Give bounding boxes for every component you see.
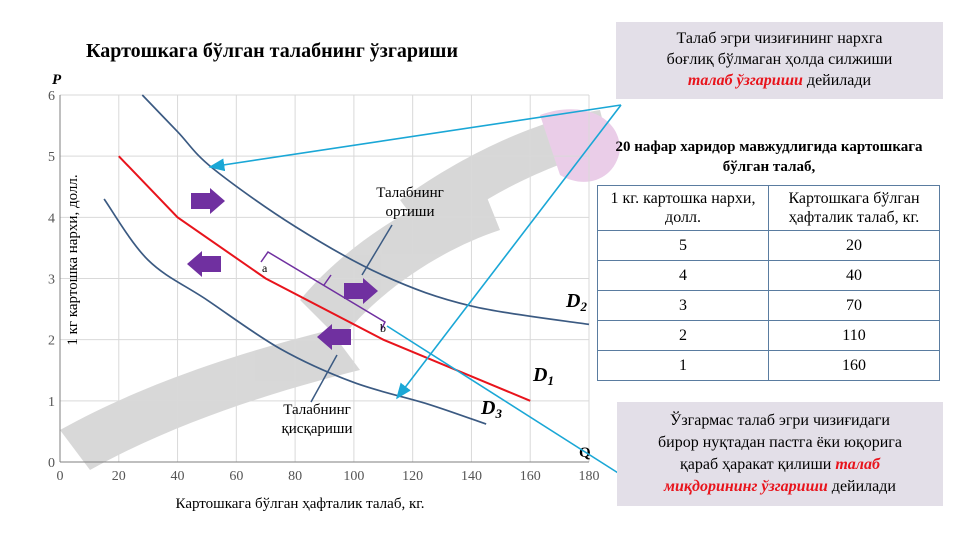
y-tick-label: 2	[48, 334, 55, 349]
annotation-increase-pointer	[361, 224, 393, 276]
x-tick-label: 40	[171, 469, 185, 484]
annotation-increase-line: ортиши	[386, 204, 435, 220]
annotation-decrease-line: Талабнинг	[283, 402, 351, 418]
table-title: 20 нафар харидор мавжудлигида картошкага…	[615, 139, 923, 175]
series-line-d3	[103, 198, 487, 425]
x-tick-label: 100	[343, 469, 364, 484]
table-row: 3 70	[597, 290, 940, 321]
connector-to-d1	[386, 325, 627, 479]
x-tick-label: 160	[520, 469, 541, 484]
x-tick-label: 0	[57, 469, 64, 484]
demand-cell: 40	[768, 260, 940, 291]
series-label-d2: D2	[565, 290, 587, 314]
table-row: 2 110	[597, 320, 940, 351]
shift-right-arrow	[344, 278, 378, 304]
definition-tail: дейилади	[802, 72, 872, 89]
header-price: 1 кг. картошка нархи, долл.	[597, 185, 769, 231]
annotation-increase: Талабнинг ортиши	[376, 185, 444, 220]
x-tick-label: 120	[402, 469, 423, 484]
x-tick-label: 180	[579, 469, 600, 484]
y-tick-label: 0	[48, 456, 55, 471]
table-header-row: 1 кг. картошка нархи, долл. Картошкага б…	[597, 185, 940, 231]
x-axis-letter: Q	[579, 445, 591, 461]
table-row: 1 160	[597, 350, 940, 381]
annotation-decrease-line: қисқариши	[281, 421, 352, 437]
y-axis-letter: P	[52, 72, 62, 88]
series-label-letter: D	[565, 290, 580, 312]
demand-cell: 20	[768, 230, 940, 261]
watermark-logo	[60, 109, 620, 470]
demand-change-definition: Талаб эгри чизиғининг нархга боғлиқ бўлм…	[616, 22, 943, 99]
price-cell: 3	[597, 290, 769, 321]
series-label-subscript: 3	[494, 406, 502, 421]
demand-cell: 110	[768, 320, 940, 351]
y-tick-label: 5	[48, 150, 55, 165]
demand-cell: 160	[768, 350, 940, 381]
qty-definition-tail: дейилади	[827, 478, 896, 495]
price-cell: 5	[597, 230, 769, 261]
y-tick-label: 6	[48, 89, 55, 104]
series-line-d2	[141, 94, 590, 326]
x-axis-label: Картошкага бўлган ҳафталик талаб, кг.	[176, 496, 425, 512]
y-tick-label: 4	[48, 211, 55, 226]
bracket-tick	[323, 274, 332, 286]
series-label-letter: D	[480, 397, 495, 419]
price-cell: 2	[597, 320, 769, 351]
qty-definition-highlight-1: талаб	[835, 456, 880, 473]
page-title: Картошкага бўлган талабнинг ўзгариши	[86, 40, 458, 62]
series-label-d3: D3	[480, 397, 502, 421]
definition-highlight: талаб ўзгариши	[687, 72, 803, 89]
shift-right-arrow	[191, 188, 225, 214]
annotation-decrease: Талабнинг қисқариши	[281, 402, 352, 437]
y-axis-label: 1 кг картошка нархи, долл.	[65, 174, 81, 345]
table-row: 4 40	[597, 260, 940, 291]
series-line-d1	[118, 155, 531, 402]
annotation-decrease-pointer	[310, 354, 338, 403]
y-tick-label: 3	[48, 273, 55, 288]
series-label-letter: D	[532, 364, 547, 386]
x-tick-label: 20	[112, 469, 126, 484]
series-label-subscript: 2	[579, 299, 587, 314]
shift-left-arrow	[187, 251, 221, 277]
movement-bracket	[260, 250, 386, 331]
series-label-d1: D1	[532, 364, 554, 388]
price-cell: 4	[597, 260, 769, 291]
definition-line-2: боғлиқ бўлмаган ҳолда силжиши	[666, 51, 893, 68]
shift-left-arrow	[317, 324, 351, 350]
price-cell: 1	[597, 350, 769, 381]
y-tick-label: 1	[48, 395, 55, 410]
connector-to-d3	[396, 104, 622, 400]
series-label-subscript: 1	[547, 373, 554, 388]
x-tick-label: 60	[229, 469, 243, 484]
demand-table: 1 кг. картошка нархи, долл. Картошкага б…	[597, 185, 940, 381]
definition-line-1: Талаб эгри чизиғининг нархга	[676, 30, 883, 47]
qty-definition-line-1: Ўзгармас талаб эгри чизиғидаги	[670, 412, 890, 429]
annotation-increase-line: Талабнинг	[376, 185, 444, 201]
qty-definition-line-3: қараб ҳаракат қилиши	[680, 456, 836, 473]
x-tick-label: 80	[288, 469, 302, 484]
table-row: 5 20	[597, 230, 940, 261]
connector-to-d2	[208, 104, 622, 172]
point-label-a: a	[262, 261, 268, 275]
point-label-b: b	[380, 321, 386, 335]
qty-definition-line-2: бирор нуқтадан пастга ёки юқорига	[658, 434, 902, 451]
qty-definition-highlight-2: миқдорининг ўзгариши	[664, 478, 828, 495]
quantity-change-definition: Ўзгармас талаб эгри чизиғидаги бирор нуқ…	[617, 402, 943, 506]
demand-cell: 70	[768, 290, 940, 321]
header-demand: Картошкага бўлган ҳафталик талаб, кг.	[768, 185, 940, 231]
x-tick-label: 140	[461, 469, 482, 484]
